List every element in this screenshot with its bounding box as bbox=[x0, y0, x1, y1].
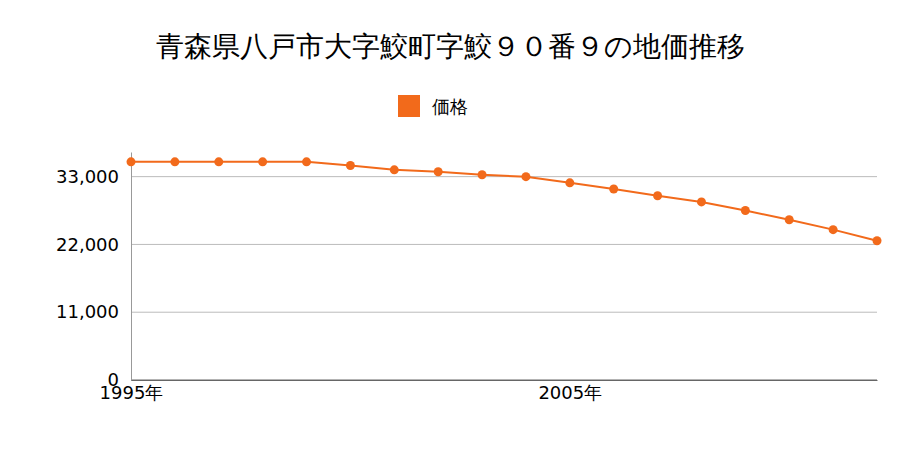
point bbox=[214, 157, 223, 166]
grid-line bbox=[131, 312, 877, 313]
point bbox=[873, 236, 882, 245]
y-axis-line bbox=[131, 153, 132, 381]
title: 青森県八戸市大字鮫町字鮫９０番９の地価推移 bbox=[156, 30, 745, 63]
point bbox=[478, 170, 487, 179]
point bbox=[258, 157, 267, 166]
y-tick: 33,000 bbox=[56, 166, 131, 187]
grid-line bbox=[131, 244, 877, 245]
y-axis: 011,00022,00033,000 bbox=[56, 153, 131, 391]
point bbox=[829, 225, 838, 234]
point bbox=[302, 157, 311, 166]
x-tick-label: 2005年 bbox=[538, 382, 602, 403]
x-axis-line bbox=[132, 380, 878, 381]
y-tick-label: 33,000 bbox=[56, 166, 119, 187]
point bbox=[565, 178, 574, 187]
point bbox=[346, 161, 355, 170]
chart: 青森県八戸市大字鮫町字鮫９０番９の地価推移011,00022,00033,000… bbox=[0, 0, 900, 450]
x-axis: 1995年 2005年 bbox=[100, 380, 878, 403]
grid bbox=[131, 177, 877, 380]
point bbox=[434, 167, 443, 176]
x-tick: 2005年 bbox=[538, 380, 602, 403]
point bbox=[741, 206, 750, 215]
point bbox=[127, 157, 136, 166]
point bbox=[390, 165, 399, 174]
plot: 011,00022,00033,0001995年2005年 bbox=[56, 153, 881, 403]
x-tick: 1995年 bbox=[100, 380, 164, 403]
y-tick: 22,000 bbox=[56, 234, 131, 255]
point bbox=[653, 191, 662, 200]
point bbox=[785, 215, 794, 224]
y-tick: 11,000 bbox=[56, 301, 131, 322]
legend-swatch bbox=[398, 95, 420, 117]
x-tick-label: 1995年 bbox=[100, 382, 164, 403]
y-tick-label: 22,000 bbox=[56, 234, 119, 255]
series-line bbox=[131, 162, 877, 241]
point bbox=[697, 197, 706, 206]
point bbox=[521, 172, 530, 181]
grid-line bbox=[131, 380, 877, 381]
legend: 価格 bbox=[398, 95, 468, 117]
marks bbox=[127, 157, 882, 245]
point bbox=[170, 157, 179, 166]
legend-label: 価格 bbox=[432, 96, 468, 117]
y-tick-label: 11,000 bbox=[56, 301, 119, 322]
point bbox=[609, 184, 618, 193]
